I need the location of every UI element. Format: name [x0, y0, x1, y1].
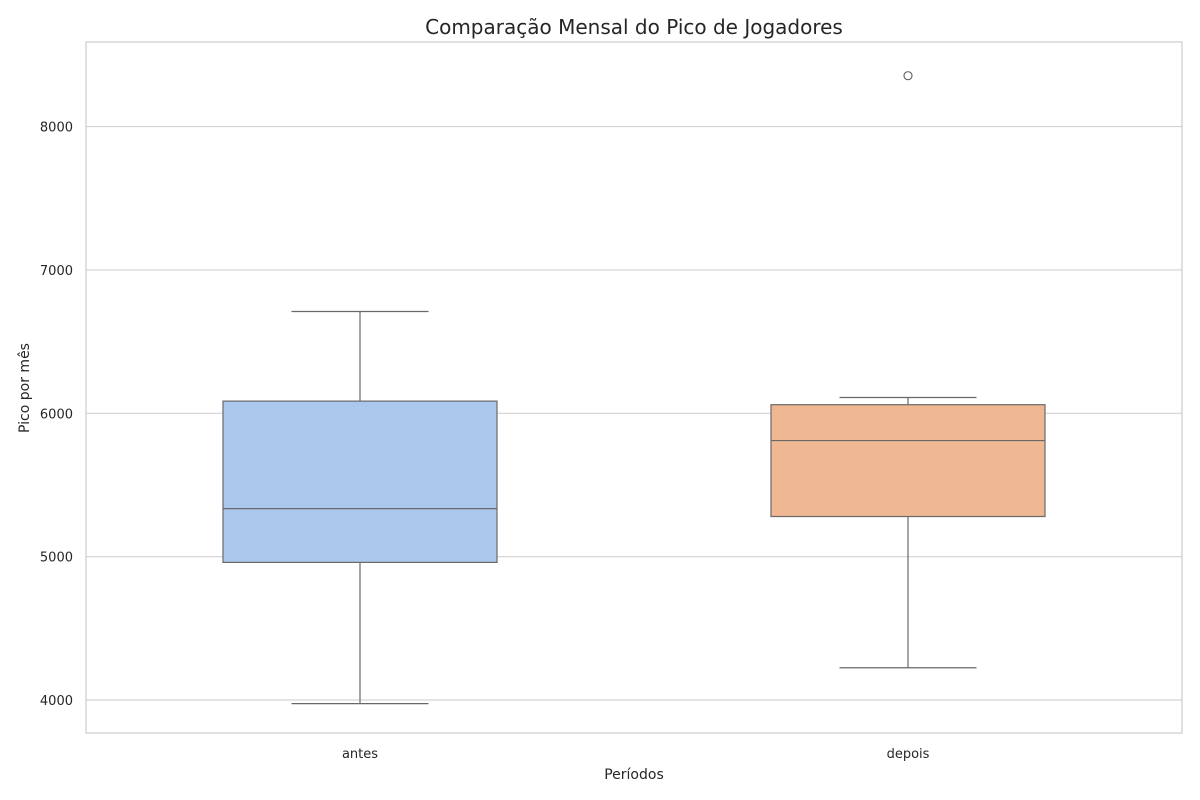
box-series: [222, 71, 1046, 705]
box-antes: [222, 310, 498, 705]
chart-title: Comparação Mensal do Pico de Jogadores: [425, 15, 843, 39]
iqr-box: [222, 400, 498, 564]
outlier-point: [903, 71, 913, 81]
iqr-box: [770, 404, 1046, 518]
x-tick-labels: antes depois: [342, 747, 930, 762]
y-tick-label: 4000: [40, 694, 73, 709]
y-axis-label: Pico por mês: [17, 343, 33, 433]
x-tick-label: antes: [342, 747, 378, 762]
plot-frame: [85, 41, 1183, 734]
y-tick-label: 6000: [40, 407, 73, 422]
y-tick-label: 7000: [40, 264, 73, 279]
y-tick-labels: 4000 5000 6000 7000 8000: [40, 121, 73, 709]
box-depois: [770, 71, 1046, 669]
x-axis-label: Períodos: [604, 767, 664, 783]
y-tick-label: 8000: [40, 121, 73, 136]
y-tick-label: 5000: [40, 551, 73, 566]
x-tick-label: depois: [887, 747, 930, 762]
